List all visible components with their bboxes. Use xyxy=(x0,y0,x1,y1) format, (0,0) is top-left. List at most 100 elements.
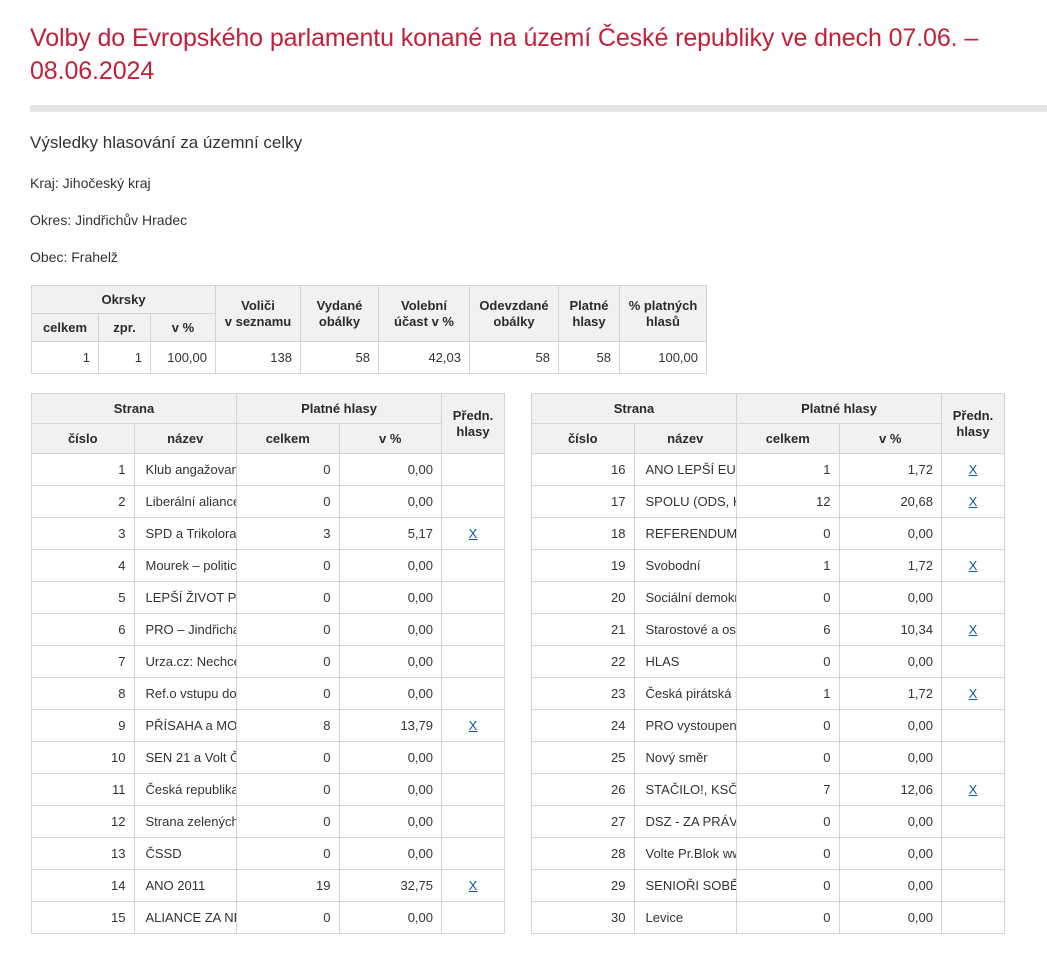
header-predn-hlasy: Předn. hlasy xyxy=(941,393,1005,454)
cell-party-percent: 0,00 xyxy=(338,805,442,838)
district-label: Okres: Jindřichův Hradec xyxy=(30,212,188,228)
cell-party-number: 23 xyxy=(531,677,635,710)
cell-preferential-votes[interactable]: X xyxy=(441,869,505,902)
header-strana: Strana xyxy=(531,393,737,424)
preferential-votes-link[interactable]: X xyxy=(968,462,978,477)
cell-preferential-votes xyxy=(941,741,1005,774)
section-subtitle: Výsledky hlasování za územní celky xyxy=(30,133,303,152)
cell-party-name: HLAS xyxy=(633,645,737,678)
table-row: 13 ČSSD 0 0,00 xyxy=(31,837,505,870)
cell-party-number: 20 xyxy=(531,581,635,614)
cell-preferential-votes[interactable]: X xyxy=(941,773,1005,806)
cell-party-name: Česká republika na 1. místě! xyxy=(133,773,237,806)
cell-preferential-votes xyxy=(441,453,505,486)
cell-party-number: 17 xyxy=(531,485,635,518)
cell-party-percent: 0,00 xyxy=(338,773,442,806)
header-nazev: název xyxy=(133,423,237,454)
cell-preferential-votes[interactable]: X xyxy=(941,677,1005,710)
cell-party-percent: 0,00 xyxy=(838,517,942,550)
cell-preferential-votes[interactable]: X xyxy=(941,549,1005,582)
header-cislo: číslo xyxy=(531,423,635,454)
header-line-1: Platné xyxy=(569,297,609,313)
cell-party-votes: 8 xyxy=(236,709,340,742)
cell-party-percent: 1,72 xyxy=(838,453,942,486)
header-line-2: účast v % xyxy=(394,313,454,329)
table-row: 14 ANO 2011 19 32,75 X xyxy=(31,869,505,902)
cell-party-votes: 0 xyxy=(736,869,840,902)
municipality-label: Obec: Frahelž xyxy=(30,249,118,265)
preferential-votes-link[interactable]: X xyxy=(968,622,978,637)
cell-party-votes: 0 xyxy=(736,517,840,550)
cell-party-name: Svobodní xyxy=(633,549,737,582)
cell-preferential-votes[interactable]: X xyxy=(941,453,1005,486)
cell-party-name: Levice xyxy=(633,901,737,934)
cell-preferential-votes[interactable]: X xyxy=(441,517,505,550)
cell-party-number: 30 xyxy=(531,901,635,934)
cell-preferential-votes xyxy=(941,709,1005,742)
cell-party-name: PŘÍSAHA a MOTORISTÉ xyxy=(133,709,237,742)
summary-table-container: Okrsky Voliči v seznamu Vydané obálky Vo… xyxy=(0,265,1047,374)
preferential-votes-link[interactable]: X xyxy=(968,494,978,509)
cell-party-percent: 20,68 xyxy=(838,485,942,518)
header-line-2: obálky xyxy=(318,313,361,329)
header-okrsky: Okrsky xyxy=(31,285,216,314)
table-row: 25 Nový směr 0 0,00 xyxy=(531,741,1005,774)
cell-party-name: SPOLU (ODS, KDU-ČSL, TOP 09) xyxy=(633,485,737,518)
table-row: 19 Svobodní 1 1,72 X xyxy=(531,549,1005,582)
cell-preferential-votes[interactable]: X xyxy=(941,485,1005,518)
cell-party-percent: 0,00 xyxy=(838,581,942,614)
cell-preferential-votes xyxy=(941,581,1005,614)
preferential-votes-link[interactable]: X xyxy=(468,878,478,893)
cell-party-number: 13 xyxy=(31,837,135,870)
preferential-votes-link[interactable]: X xyxy=(968,558,978,573)
header-line-1: Předn. xyxy=(952,407,994,423)
preferential-votes-link[interactable]: X xyxy=(968,782,978,797)
cell-party-name: Sociální demokracie xyxy=(633,581,737,614)
header-cislo: číslo xyxy=(31,423,135,454)
table-header-row: Okrsky Voliči v seznamu Vydané obálky Vo… xyxy=(31,285,707,342)
header-celkem: celkem xyxy=(236,423,340,454)
cell-party-percent: 0,00 xyxy=(338,613,442,646)
header-platne-hlasy: Platné hlasy xyxy=(236,393,442,424)
preferential-votes-link[interactable]: X xyxy=(468,526,478,541)
cell-party-number: 26 xyxy=(531,773,635,806)
cell-preferential-votes[interactable]: X xyxy=(441,709,505,742)
cell-party-name: Liberální aliance nez. občanů xyxy=(133,485,237,518)
cell-party-percent: 0,00 xyxy=(338,549,442,582)
header-line-2: hlasy xyxy=(572,313,606,329)
header-v-procentech: v % xyxy=(838,423,942,454)
cell-party-percent: 13,79 xyxy=(338,709,442,742)
cell-preferential-votes xyxy=(941,901,1005,934)
cell-party-votes: 0 xyxy=(236,453,340,486)
cell-party-name: Mourek – politická strana xyxy=(133,549,237,582)
cell-party-percent: 1,72 xyxy=(838,677,942,710)
cell-preferential-votes xyxy=(441,677,505,710)
header-line-2: hlasů xyxy=(646,313,680,329)
cell-party-percent: 12,06 xyxy=(838,773,942,806)
preferential-votes-link[interactable]: X xyxy=(468,718,478,733)
cell-party-name: SENIOŘI SOBĚ xyxy=(633,869,737,902)
header-celkem: celkem xyxy=(736,423,840,454)
cell-preferential-votes[interactable]: X xyxy=(941,613,1005,646)
header-line-1: Vydané xyxy=(316,297,363,313)
cell-platne-hlasy: 58 xyxy=(558,341,620,374)
cell-party-number: 25 xyxy=(531,741,635,774)
cell-party-number: 12 xyxy=(31,805,135,838)
cell-party-votes: 0 xyxy=(236,773,340,806)
table-row: 22 HLAS 0 0,00 xyxy=(531,645,1005,678)
cell-party-votes: 0 xyxy=(236,485,340,518)
cell-party-number: 21 xyxy=(531,613,635,646)
header-platne-hlasy: Platné hlasy xyxy=(736,393,942,424)
preferential-votes-link[interactable]: X xyxy=(968,686,978,701)
